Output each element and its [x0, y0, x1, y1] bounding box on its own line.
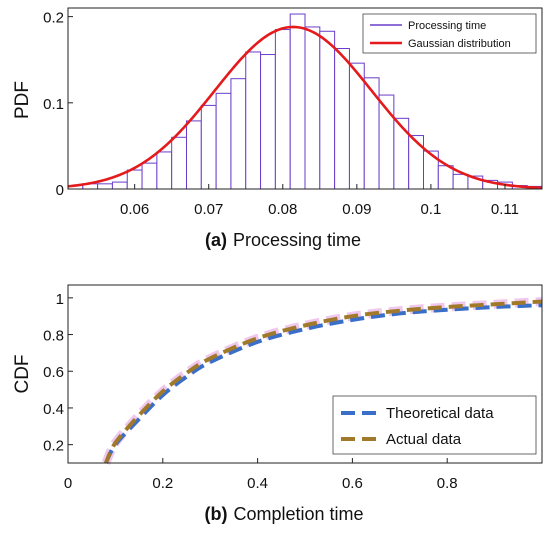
panel-b-y-label: CDF — [12, 354, 33, 393]
legend-label-theoretical: Theoretical data — [386, 405, 494, 422]
theoretical-data-line — [104, 303, 543, 464]
histogram-bar — [393, 117, 410, 190]
panel-a-caption: (a) Processing time — [205, 230, 361, 250]
histogram-bar — [215, 92, 232, 190]
histogram-bar — [245, 51, 262, 190]
histogram-bar — [200, 104, 217, 190]
panel-b-axes-box — [67, 284, 543, 464]
histogram-bar — [348, 62, 365, 190]
histogram-bar — [304, 26, 321, 190]
histogram-bar — [97, 183, 113, 190]
x-tick-label: 0.2 — [152, 475, 173, 492]
histogram-bar — [334, 48, 350, 190]
panel-a-legend-box — [362, 13, 537, 54]
histogram-bar — [171, 136, 188, 190]
x-tick-label: 0 — [64, 475, 72, 492]
histogram-bar — [319, 30, 336, 190]
y-tick-label: 0.2 — [43, 438, 64, 455]
legend-label-processing-time: Processing time — [408, 20, 486, 32]
panel-a-caption-label: (a) — [205, 230, 227, 250]
histogram-bar — [156, 151, 173, 190]
x-tick-label: 0.11 — [491, 201, 519, 218]
panel-b-caption: (b) Completion time — [204, 504, 363, 524]
panel-a-x-ticks: 0.06 0.07 0.08 0.09 0.1 0.11 — [120, 184, 519, 218]
histogram-bar — [141, 162, 158, 190]
gaussian-curve — [67, 25, 543, 190]
panel-b-legend: Theoretical data Actual data — [332, 395, 537, 455]
x-tick-label: 0.09 — [342, 201, 371, 218]
panel-a: 0.06 0.07 0.08 0.09 0.1 0.11 0 0.1 0.2 PDF (a) P… — [12, 7, 543, 250]
x-tick-label: 0.06 — [120, 201, 149, 218]
panel-b-caption-text: Completion time — [233, 504, 363, 524]
histogram-bars — [67, 13, 543, 190]
panel-a-y-label: PDF — [12, 81, 33, 119]
y-tick-label: 0.4 — [43, 401, 64, 418]
histogram-bar — [363, 77, 380, 190]
x-tick-label: 0.08 — [268, 201, 297, 218]
histogram-bar — [452, 173, 469, 190]
y-tick-label: 0.2 — [43, 10, 64, 27]
y-tick-label: 0 — [56, 182, 64, 199]
panel-a-axes-box — [67, 7, 543, 190]
panel-b-x-ticks: 0 0.2 0.4 0.6 0.8 — [64, 458, 458, 492]
y-tick-label: 0.8 — [43, 328, 64, 345]
panel-b-y-ticks: 0.2 0.4 0.6 0.8 1 — [43, 291, 73, 455]
histogram-bar — [186, 120, 202, 190]
legend-label-actual: Actual data — [386, 431, 462, 448]
x-tick-label: 0.6 — [342, 475, 363, 492]
histogram-bar — [289, 13, 306, 190]
histogram-bar — [230, 78, 247, 190]
panel-b: 0 0.2 0.4 0.6 0.8 0.2 0.4 0.6 0.8 1 CDF (b) Compl… — [12, 284, 543, 524]
panel-b-legend-box — [332, 395, 537, 455]
panel-a-legend: Processing time Gaussian distribution — [362, 13, 537, 54]
legend-label-gaussian: Gaussian distribution — [408, 38, 511, 50]
histogram-bar — [274, 29, 291, 190]
panel-b-caption-label: (b) — [204, 504, 227, 524]
actual-data-glow — [101, 297, 543, 465]
panel-a-y-ticks: 0 0.1 0.2 — [43, 10, 73, 199]
x-tick-label: 0.07 — [194, 201, 223, 218]
x-tick-label: 0.4 — [247, 475, 268, 492]
x-tick-label: 0.8 — [437, 475, 458, 492]
panel-a-caption-text: Processing time — [233, 230, 361, 250]
histogram-bar — [408, 135, 425, 190]
x-tick-label: 0.1 — [420, 201, 441, 218]
y-tick-label: 1 — [56, 291, 64, 308]
histogram-bar — [437, 165, 454, 190]
histogram-bar — [260, 54, 276, 190]
y-tick-label: 0.6 — [43, 364, 64, 381]
histogram-bar — [111, 181, 128, 190]
y-tick-label: 0.1 — [43, 96, 64, 113]
